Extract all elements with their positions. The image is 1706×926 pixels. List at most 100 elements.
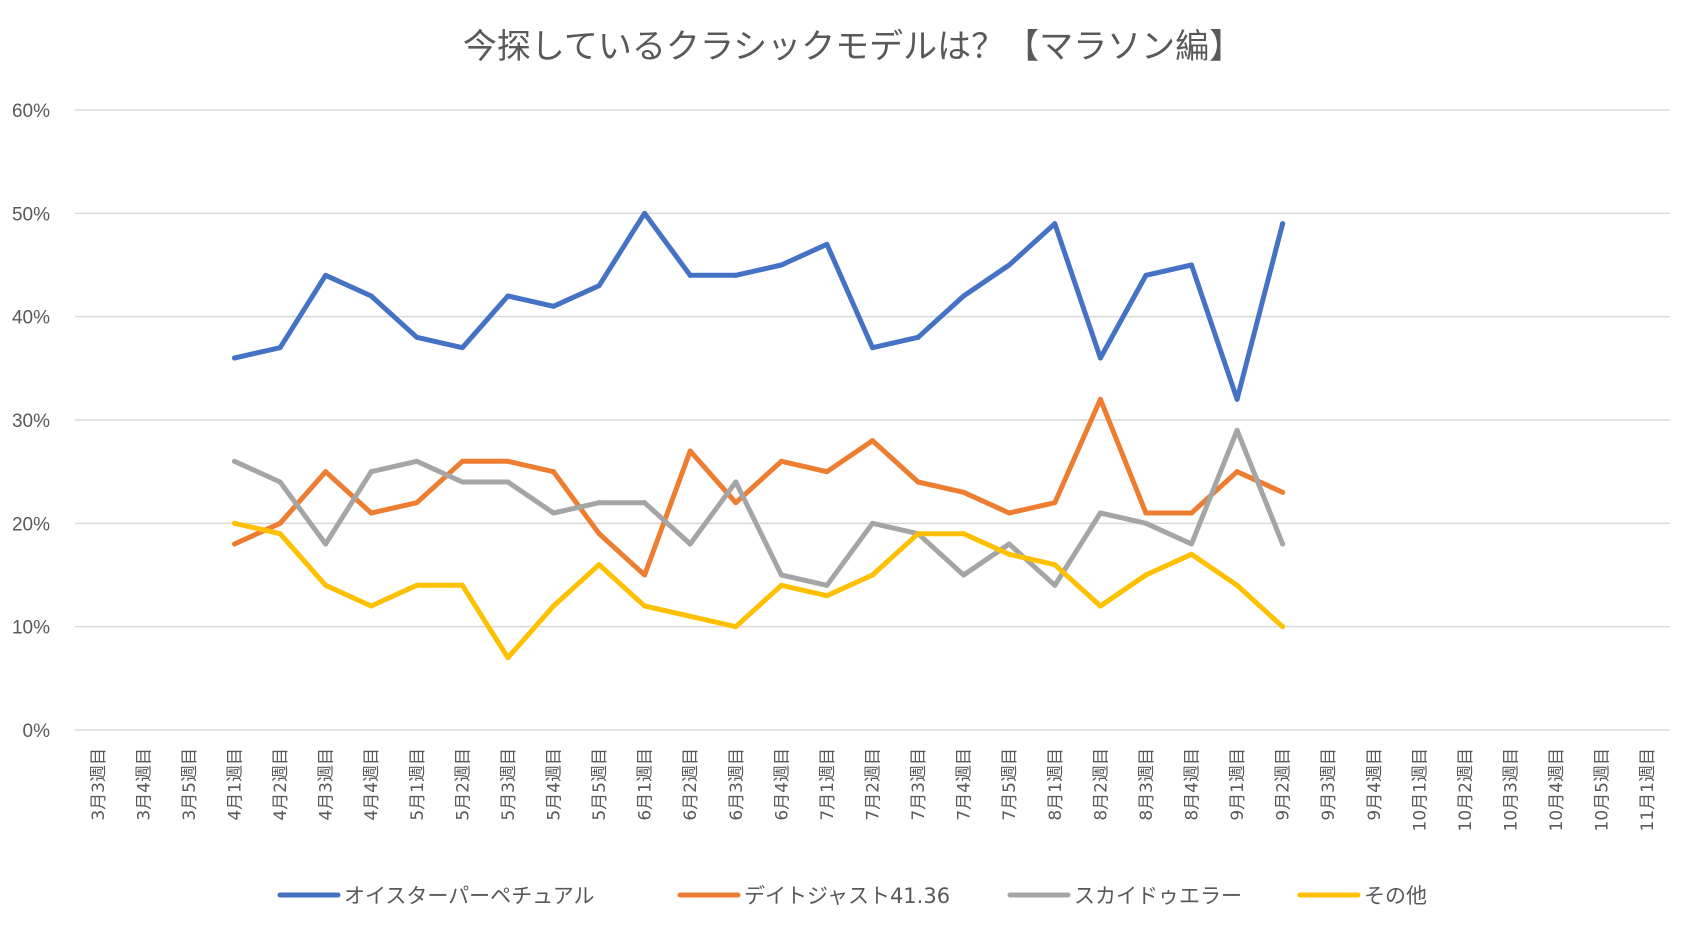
data-point (323, 272, 329, 278)
x-tick-label: 7月2週目 (864, 748, 884, 821)
chart-title: 今探しているクラシックモデルは？【マラソン編】 (463, 27, 1243, 67)
data-point (1189, 551, 1194, 557)
x-tick-label: 7月1週目 (818, 748, 838, 821)
y-tick-label: 30% (12, 411, 50, 432)
data-point (505, 479, 511, 485)
data-point (642, 210, 648, 216)
y-tick-label: 50% (12, 204, 50, 225)
data-point (870, 345, 875, 351)
data-point (642, 500, 648, 506)
series-2 (232, 427, 1286, 588)
data-point (1006, 262, 1012, 268)
x-tick-label: 3月3週目 (89, 748, 109, 821)
data-point (824, 241, 830, 247)
x-tick-label: 4月4週目 (362, 748, 382, 821)
data-point (824, 593, 830, 599)
data-point (551, 603, 556, 609)
y-tick-label: 40% (12, 308, 50, 329)
data-point (1280, 541, 1286, 547)
legend-label: その他 (1364, 884, 1427, 908)
legend: オイスターパーペチュアル デイトジャスト41.36 スカイドゥエラー その他 (277, 884, 1427, 908)
x-tick-label: 4月3週目 (317, 748, 337, 821)
x-tick-label: 6月1週目 (636, 748, 656, 821)
data-point (414, 582, 420, 588)
data-point (1097, 355, 1103, 361)
series-line (232, 210, 1286, 402)
data-point (1143, 520, 1149, 526)
data-point (323, 582, 329, 588)
data-point (687, 272, 693, 278)
data-point (778, 572, 784, 578)
gridlines (75, 109, 1670, 731)
data-point (733, 272, 739, 278)
series-0 (232, 210, 1286, 402)
data-point (1234, 396, 1240, 402)
data-point (368, 510, 374, 516)
legend-label: スカイドゥエラー (1074, 884, 1242, 908)
y-tick-label: 10% (12, 618, 50, 639)
series-1 (232, 396, 1286, 578)
legend-item: スカイドゥエラー (1007, 884, 1242, 908)
legend-item: オイスターパーペチュアル (277, 884, 595, 908)
data-point (459, 345, 465, 351)
series-3 (232, 520, 1286, 661)
data-point (277, 345, 283, 351)
data-point (1234, 427, 1240, 433)
data-point (459, 582, 465, 588)
data-point (459, 479, 465, 485)
x-tick-label: 9月4週目 (1365, 748, 1385, 821)
legend-item: デイトジャスト41.36 (677, 884, 950, 908)
data-point (1234, 582, 1240, 588)
data-point (1189, 541, 1194, 547)
data-point (1097, 603, 1103, 609)
x-tick-label: 7月5週目 (1000, 748, 1020, 821)
x-tick-label: 9月2週目 (1274, 748, 1294, 821)
data-point (915, 479, 921, 485)
data-point (870, 520, 875, 526)
data-point (596, 500, 602, 506)
y-tick-label: 60% (12, 101, 50, 122)
x-tick-label: 4月1週目 (226, 748, 246, 821)
data-point (1006, 510, 1012, 516)
data-point (505, 293, 511, 299)
data-point (778, 458, 784, 464)
data-point (277, 531, 283, 537)
x-tick-label: 5月5週目 (590, 748, 610, 821)
data-point (1234, 469, 1240, 475)
data-point (232, 458, 237, 464)
data-point (961, 572, 967, 578)
data-point (232, 520, 237, 526)
x-tick-label: 6月2週目 (681, 748, 701, 821)
data-point (824, 582, 830, 588)
data-point (1052, 582, 1058, 588)
data-point (1143, 572, 1149, 578)
data-point (642, 603, 648, 609)
x-tick-label: 7月4週目 (955, 748, 975, 821)
x-tick-label: 5月1週目 (408, 748, 428, 821)
x-tick-label: 4月2週目 (271, 748, 291, 821)
data-point (642, 572, 648, 578)
series-line (232, 427, 1286, 588)
data-point (505, 458, 511, 464)
data-point (778, 582, 784, 588)
x-tick-label: 9月1週目 (1228, 748, 1248, 821)
data-point (1143, 510, 1149, 516)
x-tick-label: 10月2週目 (1456, 748, 1476, 831)
x-tick-label: 8月1週目 (1046, 748, 1066, 821)
x-tick-label: 5月2週目 (453, 748, 473, 821)
series-line (232, 520, 1286, 661)
data-point (368, 603, 374, 609)
data-point (1052, 562, 1058, 568)
data-point (1189, 510, 1194, 516)
data-point (1280, 624, 1286, 630)
data-point (1006, 551, 1012, 557)
data-point (870, 438, 875, 444)
series-line (232, 396, 1286, 578)
y-axis-ticks: 0% 10% 20% 30% 40% 50% 60% (12, 101, 50, 742)
data-point (551, 303, 556, 309)
data-point (551, 510, 556, 516)
data-point (414, 334, 420, 340)
y-tick-label: 20% (12, 514, 50, 535)
data-point (1189, 262, 1194, 268)
